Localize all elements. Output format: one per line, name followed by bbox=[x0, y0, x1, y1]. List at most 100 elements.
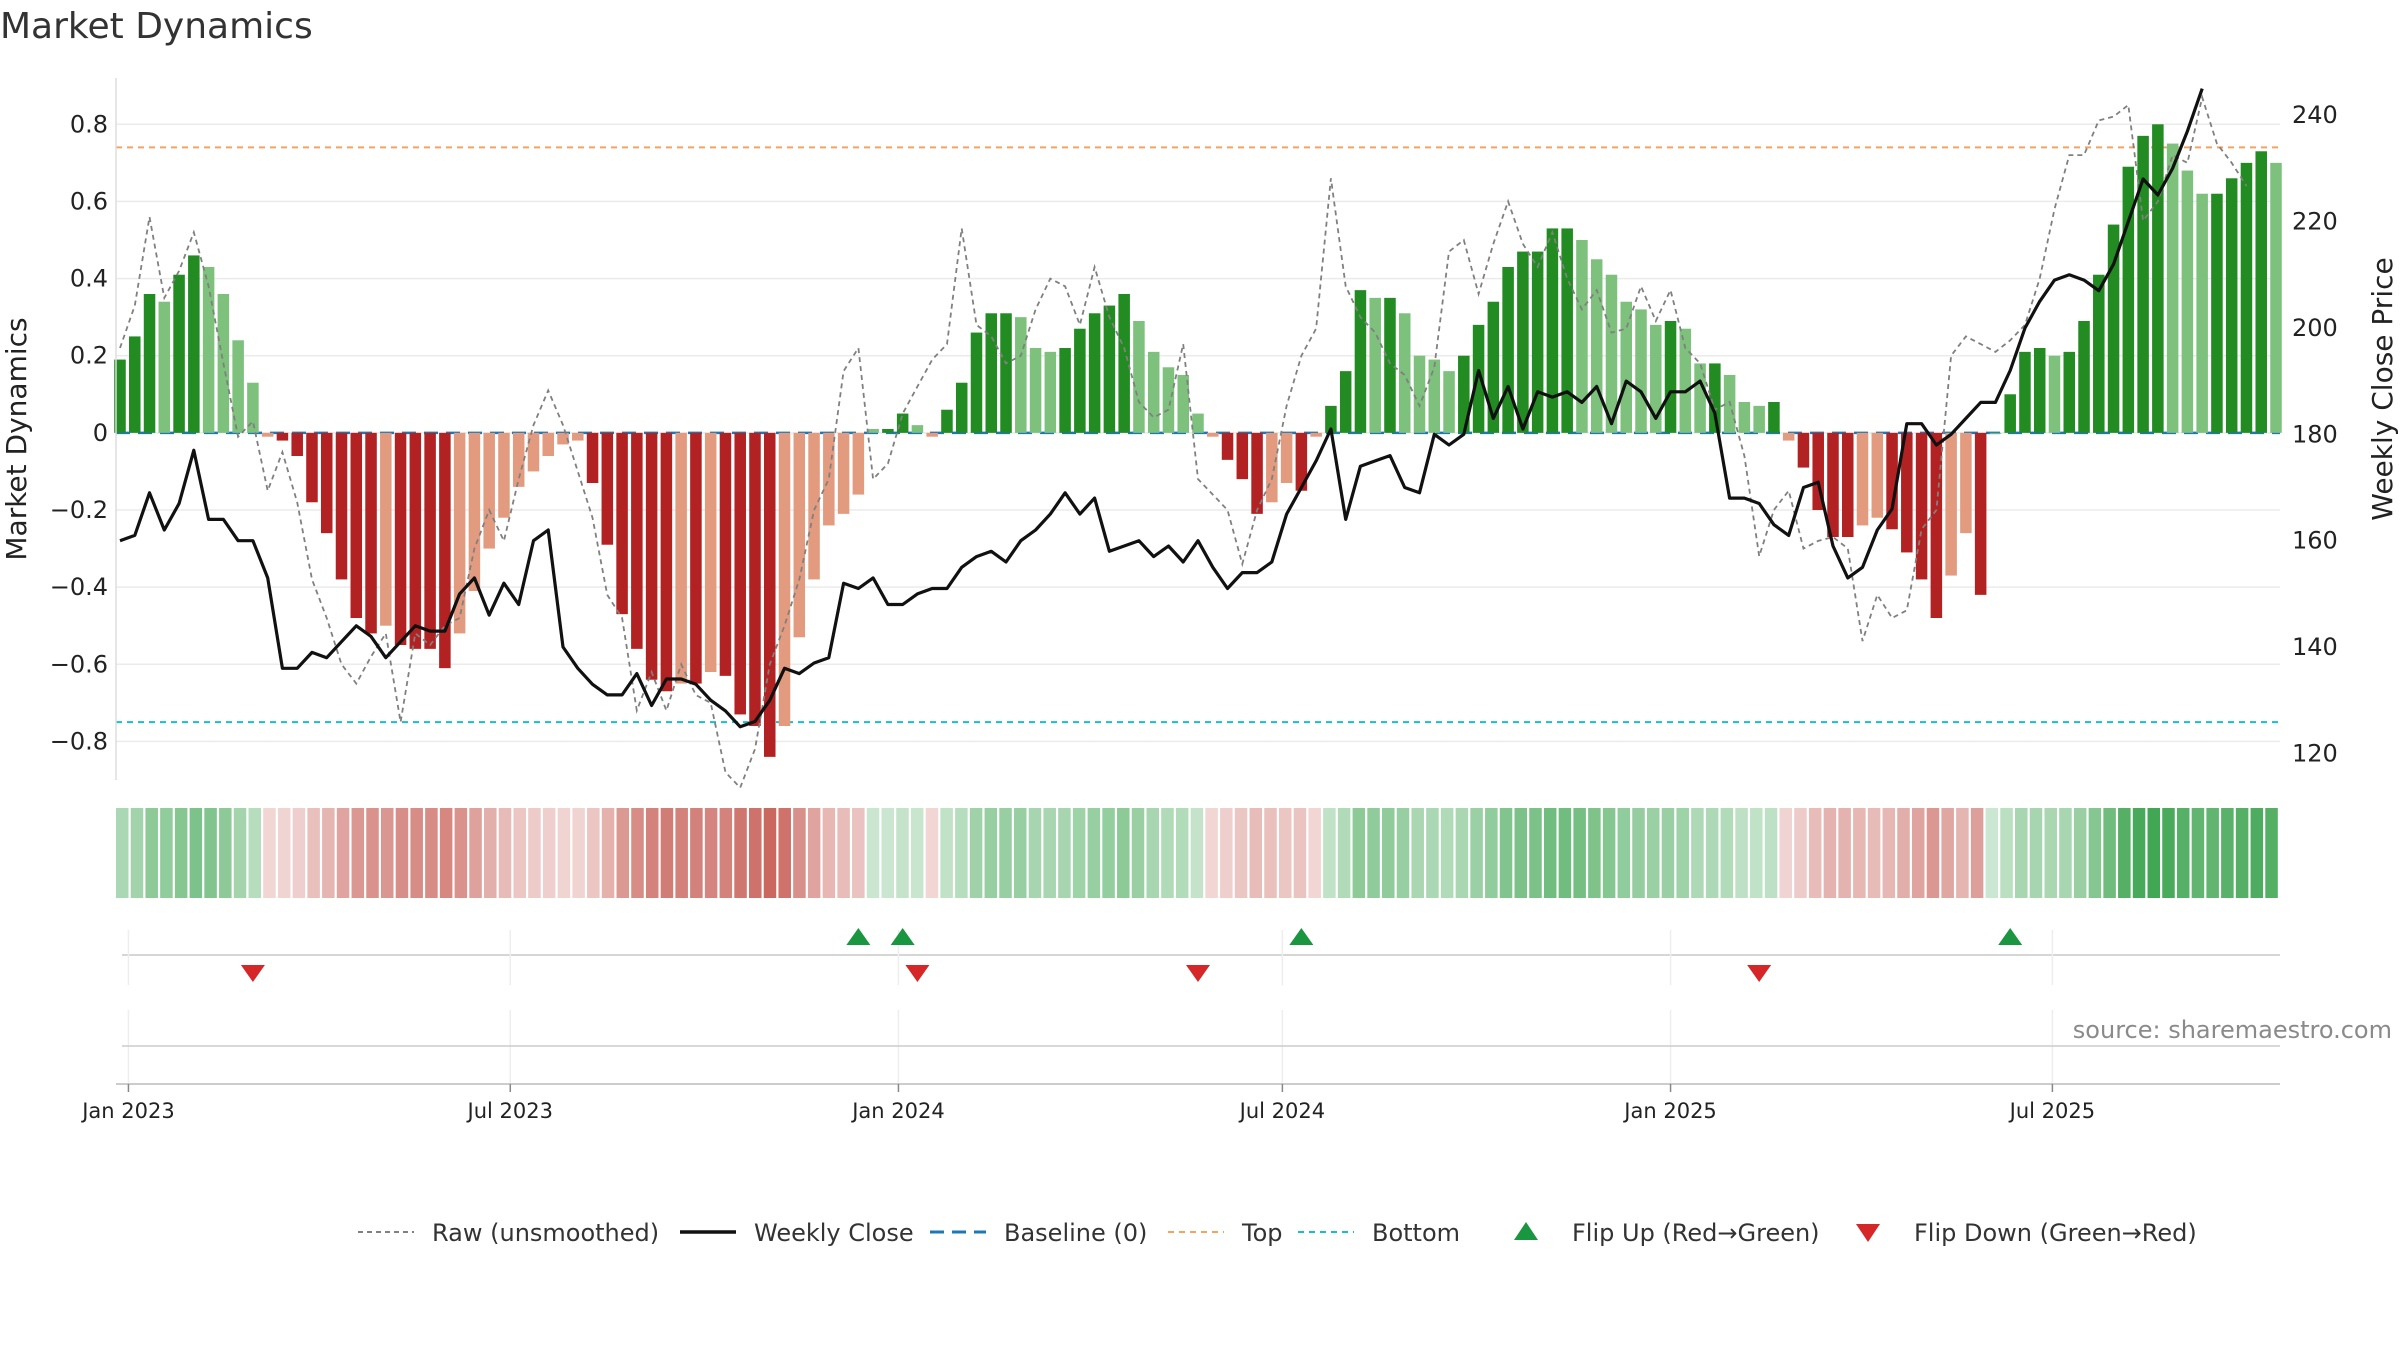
bar bbox=[291, 432, 303, 456]
y-right-tick-label: 180 bbox=[2292, 420, 2338, 448]
y-left-tick-label: 0 bbox=[93, 419, 108, 447]
y-left-tick-label: 0.4 bbox=[70, 265, 108, 293]
heat-cell bbox=[1087, 808, 1101, 898]
heat-cell bbox=[130, 808, 144, 898]
heat-cell bbox=[645, 808, 659, 898]
heat-cell bbox=[910, 808, 924, 898]
bar bbox=[660, 432, 673, 692]
bar bbox=[439, 432, 451, 669]
bar bbox=[911, 425, 924, 433]
bar bbox=[690, 432, 702, 684]
flip-markers-panel bbox=[122, 928, 2280, 985]
heat-cell bbox=[1058, 808, 1071, 898]
heat-cell bbox=[2015, 808, 2028, 898]
bar bbox=[1251, 432, 1263, 514]
bar bbox=[2093, 274, 2105, 433]
y-right-tick-label: 200 bbox=[2292, 314, 2338, 342]
bar bbox=[2063, 351, 2076, 433]
bar bbox=[1797, 432, 1810, 468]
y-left-tick-label: −0.4 bbox=[50, 573, 108, 601]
heat-cell bbox=[969, 808, 983, 898]
heat-cell bbox=[1808, 808, 1822, 898]
bar bbox=[1531, 251, 1544, 433]
heat-cell bbox=[1543, 808, 1557, 898]
heat-cell bbox=[1676, 808, 1689, 898]
flip-up-marker bbox=[1289, 928, 1314, 945]
heat-cell bbox=[704, 808, 718, 898]
bar bbox=[631, 432, 643, 649]
bar bbox=[1443, 371, 1455, 433]
bar bbox=[365, 432, 377, 634]
bar bbox=[1650, 324, 1662, 433]
bar bbox=[1221, 432, 1234, 460]
bar bbox=[1590, 259, 1603, 433]
heat-cell bbox=[734, 808, 747, 898]
legend-label: Raw (unsmoothed) bbox=[432, 1219, 659, 1247]
heat-cell bbox=[160, 808, 173, 898]
heat-cell bbox=[2103, 808, 2116, 898]
bar bbox=[2181, 170, 2194, 433]
heat-cell bbox=[1485, 808, 1498, 898]
bar bbox=[793, 432, 806, 638]
bar bbox=[837, 432, 850, 514]
heat-cell bbox=[955, 808, 968, 898]
heat-cell bbox=[2191, 808, 2205, 898]
bar bbox=[1841, 432, 1854, 537]
heat-cell bbox=[1102, 808, 1115, 898]
bar bbox=[1664, 321, 1677, 433]
bar bbox=[2270, 162, 2282, 433]
heat-cell bbox=[1794, 808, 1807, 898]
x-axis-ticks: Jan 2023 Jul 2023 Jan 2024 Jul 2024 Jan 2025… bbox=[80, 1084, 2095, 1123]
bar bbox=[1384, 297, 1396, 433]
heat-cell bbox=[1440, 808, 1454, 898]
x-tick-label: Jul 2024 bbox=[1238, 1099, 1325, 1123]
bar bbox=[1679, 328, 1692, 433]
heat-cell bbox=[2088, 808, 2102, 898]
bar bbox=[1310, 432, 1322, 437]
x-tick-label: Jan 2023 bbox=[80, 1099, 175, 1123]
bar bbox=[970, 332, 983, 433]
legend-item-baseline: Baseline (0) bbox=[930, 1219, 1147, 1247]
heat-cell bbox=[660, 808, 674, 898]
legend-item-raw: Raw (unsmoothed) bbox=[358, 1219, 659, 1247]
heat-cell bbox=[822, 808, 836, 898]
heat-cell bbox=[1337, 808, 1351, 898]
bar bbox=[350, 432, 363, 618]
bar bbox=[572, 432, 584, 441]
bar bbox=[468, 432, 481, 591]
bar bbox=[1472, 324, 1485, 433]
bar bbox=[1768, 402, 1780, 433]
bar bbox=[1118, 294, 1130, 433]
heat-cell bbox=[2073, 808, 2087, 898]
heat-cell bbox=[1720, 808, 1734, 898]
bar bbox=[1015, 317, 1027, 433]
heat-cell bbox=[1455, 808, 1469, 898]
bar bbox=[1059, 348, 1071, 433]
bar bbox=[1517, 251, 1529, 433]
bar bbox=[1487, 301, 1500, 433]
heat-cell bbox=[366, 808, 379, 898]
heat-cell bbox=[1514, 808, 1528, 898]
heat-cell bbox=[1175, 808, 1189, 898]
bar bbox=[335, 432, 348, 580]
heat-cell bbox=[1308, 808, 1321, 898]
bar bbox=[1694, 363, 1706, 433]
heat-cell bbox=[1352, 808, 1366, 898]
flip-up-marker bbox=[846, 928, 871, 945]
bar bbox=[734, 432, 746, 715]
y-right-tick-label: 120 bbox=[2292, 739, 2338, 767]
heat-cell bbox=[984, 808, 998, 898]
legend: Raw (unsmoothed) Weekly Close Baseline (0)… bbox=[358, 1219, 2197, 1247]
heat-cell bbox=[1779, 808, 1793, 898]
bar bbox=[143, 294, 156, 433]
heat-cell bbox=[1190, 808, 1204, 898]
heat-cell bbox=[336, 808, 350, 898]
heat-cell bbox=[292, 808, 306, 898]
heat-cell bbox=[189, 808, 203, 898]
heat-cell bbox=[1823, 808, 1837, 898]
bar bbox=[542, 432, 555, 456]
bar bbox=[1088, 313, 1101, 433]
heat-cell bbox=[380, 808, 394, 898]
weekly-close-line bbox=[119, 88, 2204, 729]
bar bbox=[158, 301, 171, 433]
